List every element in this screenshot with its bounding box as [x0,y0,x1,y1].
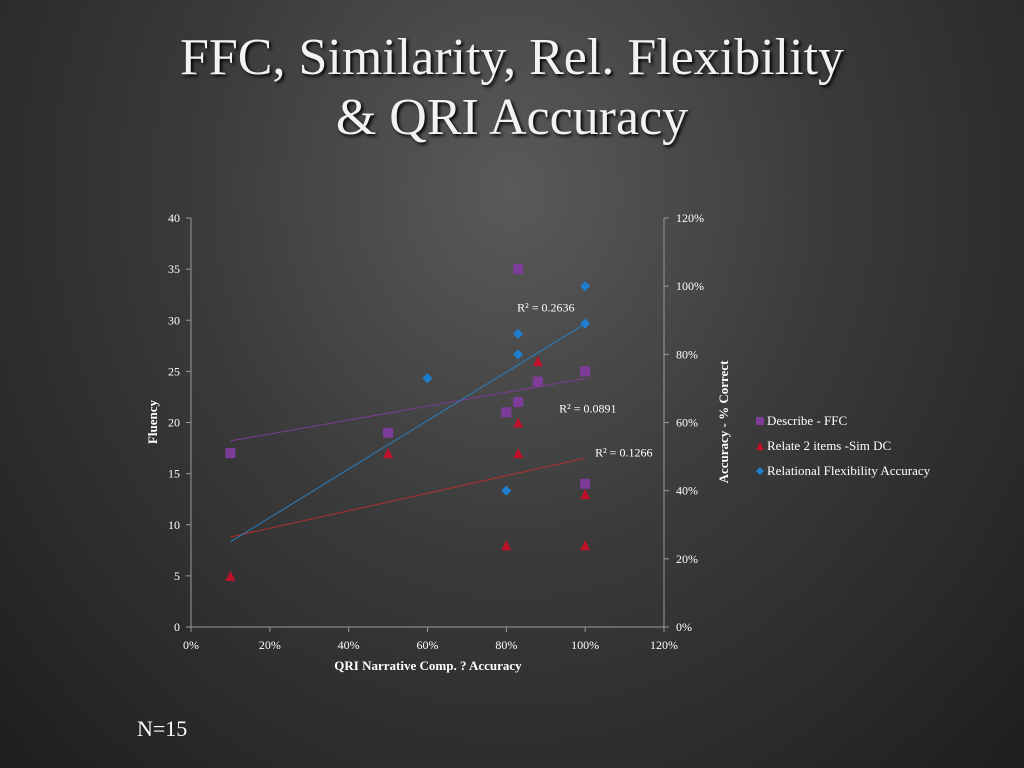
data-point-series-2 [501,540,512,551]
chart-labels: QRI Narrative Comp. ? Accuracy Fluency A… [145,301,731,673]
legend-label-series-2: Relate 2 items -Sim DC [767,438,891,453]
y-axis-right-title: Accuracy - % Correct [716,360,731,484]
y-axis-left-title: Fluency [145,399,160,444]
slide-title-line-1: FFC, Similarity, Rel. Flexibility [179,29,845,86]
slide-title-line-2: & QRI Accuracy [335,89,689,146]
data-points [225,264,591,581]
data-point-series-2 [383,448,394,459]
trendline-series-2 [230,457,586,538]
data-point-series-3 [513,328,524,339]
y-left-tick-label: 5 [174,569,180,583]
data-point-series-1 [501,407,512,418]
y-right-tick-label: 20% [676,552,698,566]
x-axis-title: QRI Narrative Comp. ? Accuracy [334,658,522,673]
y-left-tick-label: 40 [168,211,180,225]
r-squared-label-series-3: R² = 0.2636 [517,301,574,315]
legend-label-series-1: Describe - FFC [767,413,847,428]
data-point-series-1 [532,376,543,387]
y-right-tick-label: 60% [676,416,698,430]
data-point-series-1 [580,478,591,489]
r-squared-label-series-2: R² = 0.1266 [595,445,652,459]
legend-marker-series-2 [756,442,764,450]
y-left-tick-label: 15 [168,467,180,481]
r-squared-label-series-1: R² = 0.0891 [559,402,616,416]
trendline-series-3 [230,323,586,543]
data-point-series-1 [513,264,524,275]
y-right-tick-label: 120% [676,211,704,225]
y-left-tick-label: 30 [168,313,180,327]
x-tick-label: 20% [259,638,281,652]
data-point-series-2 [513,417,524,428]
data-point-series-3 [422,373,433,384]
y-left-tick-label: 35 [168,262,180,276]
legend-marker-series-3 [756,467,764,475]
y-right-tick-label: 40% [676,484,698,498]
data-point-series-3 [513,349,524,360]
data-point-series-2 [532,356,543,367]
trendline-series-1 [230,378,586,442]
y-right-tick-label: 0% [676,620,692,634]
sample-size-note: N=15 [137,716,188,741]
trendlines [230,323,586,543]
data-point-series-1 [580,366,591,377]
data-point-series-2 [513,448,524,459]
y-left-tick-label: 20 [168,416,180,430]
y-right-tick-label: 80% [676,347,698,361]
y-left-tick-label: 10 [168,518,180,532]
y-left-tick-label: 0 [174,620,180,634]
slide-title: FFC, Similarity, Rel. Flexibility & QRI … [0,28,1024,148]
data-point-series-2 [580,540,591,551]
data-point-series-1 [513,397,524,408]
legend-marker-series-1 [756,417,764,425]
data-point-series-3 [580,281,591,292]
chart-legend: Describe - FFC Relate 2 items -Sim DC Rela… [756,413,931,478]
data-point-series-2 [225,570,236,581]
x-tick-label: 120% [650,638,678,652]
chart-axes: 0 5 10 15 20 25 30 35 40 0% 20% 40% 60% 80% 100% 120% 0%… [168,211,704,652]
data-point-series-3 [580,318,591,329]
legend-label-series-3: Relational Flexibility Accuracy [767,463,931,478]
data-point-series-1 [383,427,394,438]
data-point-series-3 [501,485,512,496]
x-tick-label: 100% [571,638,599,652]
y-left-tick-label: 25 [168,364,180,378]
x-tick-label: 60% [417,638,439,652]
x-tick-label: 40% [338,638,360,652]
x-tick-label: 80% [495,638,517,652]
y-right-tick-label: 100% [676,279,704,293]
x-tick-label: 0% [183,638,199,652]
data-point-series-1 [225,448,236,459]
data-point-series-2 [580,489,591,500]
